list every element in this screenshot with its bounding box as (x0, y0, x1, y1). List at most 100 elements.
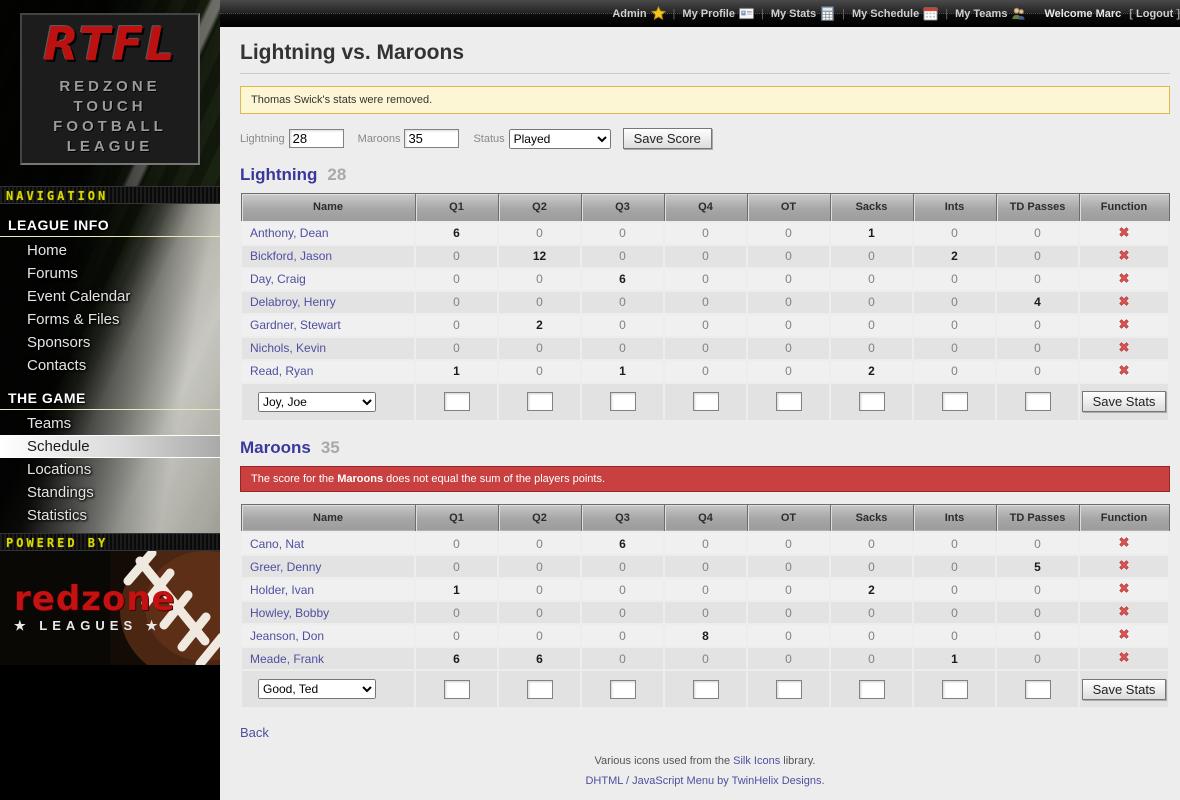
sidebar-item-forms-files[interactable]: Forms & Files (27, 311, 120, 328)
stat-input[interactable] (609, 679, 636, 699)
player-link[interactable]: Meade, Frank (250, 651, 325, 666)
delete-stats-button[interactable] (1117, 604, 1131, 618)
stat-input[interactable] (775, 392, 802, 411)
stat-input[interactable] (858, 392, 885, 411)
stat-input[interactable] (526, 679, 553, 699)
player-link[interactable]: Jeanson, Don (250, 628, 325, 643)
column-header-function: Function (1078, 503, 1170, 533)
sidebar-item-forums[interactable]: Forums (27, 265, 78, 282)
player-name-cell: Jeanson, Don (240, 623, 416, 648)
rtfl-logo[interactable]: RTFL REDZONE TOUCH FOOTBALL LEAGUE (20, 13, 200, 165)
stat-input[interactable] (443, 392, 470, 411)
stats-table: Name Q1 Q2 Q3 Q4 OT Sacks Ints TD Passes Function… (240, 503, 1170, 709)
sidebar-item-home[interactable]: Home (27, 242, 68, 259)
stats-header-row: Name Q1 Q2 Q3 Q4 OT Sacks Ints TD Passes Function (240, 503, 1170, 533)
stat-input[interactable] (858, 679, 885, 699)
stat-input[interactable] (941, 392, 968, 411)
sidebar-item-teams[interactable]: Teams (27, 415, 72, 432)
stat-input[interactable] (941, 679, 968, 699)
player-link[interactable]: Read, Ryan (250, 364, 314, 378)
stat-value: 0 (663, 577, 748, 602)
menu-item-my-teams[interactable]: My Teams (955, 6, 1026, 21)
stat-value: 4 (995, 289, 1080, 315)
table-row: Cano, Nat 0 0 6 0 0 0 0 0 (240, 531, 1170, 556)
sidebar-item-sponsors[interactable]: Sponsors (27, 334, 91, 351)
player-name-cell: Bickford, Jason (240, 243, 416, 269)
twinhelix-link[interactable]: DHTML / JavaScript Menu by TwinHelix Des… (585, 774, 822, 787)
function-cell (1078, 312, 1170, 338)
menu-item-my-schedule[interactable]: My Schedule (852, 6, 938, 21)
add-player-row: Good, Ted Save Stats (240, 669, 1170, 709)
stat-value: 0 (414, 623, 499, 648)
save-stats-button[interactable]: Save Stats (1081, 678, 1167, 700)
stat-input[interactable] (443, 679, 470, 699)
team-section-lightning: Lightning 28 Name Q1 Q2 Q3 Q4 OT Sacks Ints TD Pas… (240, 165, 1170, 422)
stat-value: 0 (995, 623, 1080, 648)
status-select[interactable]: Played (508, 128, 611, 149)
stat-input[interactable] (775, 679, 802, 699)
sidebar-nav: LEAGUE INFO Home Forums Event Calendar Forms… (0, 204, 220, 533)
player-link[interactable]: Holder, Ivan (250, 582, 315, 597)
menu-item-admin[interactable]: Admin (612, 6, 666, 21)
sidebar-item-event-calendar[interactable]: Event Calendar (27, 288, 131, 305)
stat-value: 0 (663, 335, 748, 361)
stat-value: 0 (497, 577, 582, 602)
stat-input[interactable] (692, 392, 719, 411)
redzone-logo-sub: ★ LEAGUES ★ (14, 618, 163, 633)
delete-stats-button[interactable] (1117, 363, 1131, 377)
player-link[interactable]: Cano, Nat (250, 536, 305, 551)
delete-stats-button[interactable] (1117, 558, 1131, 572)
sidebar-item-schedule[interactable]: Schedule (0, 435, 220, 458)
logout-link[interactable]: Logout (1136, 7, 1174, 20)
sidebar-item-contacts[interactable]: Contacts (27, 357, 87, 374)
player-link[interactable]: Bickford, Jason (250, 249, 333, 263)
stat-input[interactable] (1024, 679, 1051, 699)
menu-item-my-profile[interactable]: My Profile (682, 6, 754, 21)
player-link[interactable]: Day, Craig (250, 272, 306, 286)
save-score-button[interactable]: Save Score (622, 128, 712, 149)
stat-input[interactable] (526, 392, 553, 411)
delete-stats-button[interactable] (1117, 294, 1131, 308)
score-form: Lightning Maroons Status Played Save Sco… (240, 128, 1170, 149)
sidebar-item-statistics[interactable]: Statistics (27, 507, 88, 524)
sidebar-item-standings[interactable]: Standings (27, 484, 94, 501)
stat-input[interactable] (609, 392, 636, 411)
back-link[interactable]: Back (240, 725, 269, 740)
player-link[interactable]: Greer, Denny (250, 559, 322, 574)
menu-item-my-stats[interactable]: My Stats (771, 6, 835, 21)
nav-section-league-info: LEAGUE INFO (0, 214, 220, 237)
delete-stats-button[interactable] (1117, 340, 1131, 354)
stat-value: 0 (829, 266, 914, 292)
stat-value: 0 (663, 531, 748, 556)
stat-value: 0 (414, 531, 499, 556)
redzone-leagues-logo[interactable]: redzone ★ LEAGUES ★ (0, 551, 220, 665)
stat-value: 0 (829, 623, 914, 648)
delete-stats-button[interactable] (1117, 225, 1131, 239)
delete-stats-button[interactable] (1117, 581, 1131, 595)
stat-input[interactable] (1024, 392, 1051, 411)
add-player-select[interactable]: Joy, Joe (258, 391, 376, 412)
team-heading: Maroons 35 (240, 438, 1170, 458)
add-player-select[interactable]: Good, Ted (258, 679, 376, 699)
delete-stats-button[interactable] (1117, 317, 1131, 331)
delete-stats-button[interactable] (1117, 248, 1131, 262)
delete-stats-button[interactable] (1117, 627, 1131, 641)
sidebar-item-locations[interactable]: Locations (27, 461, 92, 478)
error-team-name: Maroons (337, 472, 384, 485)
player-link[interactable]: Nichols, Kevin (250, 341, 327, 355)
stat-input[interactable] (692, 679, 719, 699)
save-stats-button[interactable]: Save Stats (1081, 391, 1167, 412)
player-link[interactable]: Howley, Bobby (250, 605, 330, 620)
delete-stats-button[interactable] (1117, 535, 1131, 549)
delete-stats-button[interactable] (1117, 650, 1131, 664)
silk-icons-link[interactable]: Silk Icons (733, 755, 781, 767)
stat-value: 0 (746, 623, 831, 648)
player-link[interactable]: Delabroy, Henry (250, 295, 336, 309)
player-link[interactable]: Anthony, Dean (250, 226, 329, 240)
home-score-input[interactable] (288, 129, 344, 148)
stat-input-cell (912, 669, 997, 709)
away-score-input[interactable] (404, 129, 460, 148)
delete-stats-button[interactable] (1117, 271, 1131, 285)
player-link[interactable]: Gardner, Stewart (250, 318, 341, 332)
sidebar-header: RTFL REDZONE TOUCH FOOTBALL LEAGUE (0, 0, 220, 186)
